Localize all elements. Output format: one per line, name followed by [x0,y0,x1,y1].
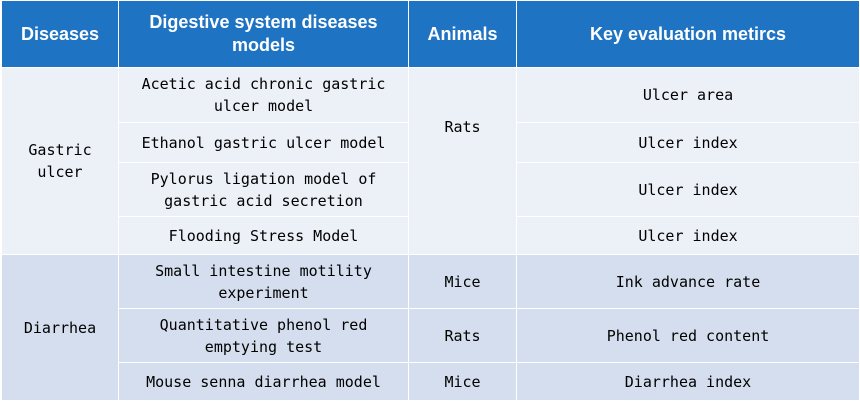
animal-cell: Mice [408,362,517,401]
table-row: Pylorus ligation model of gastric acid s… [2,162,860,217]
metric-cell: Phenol red content [516,308,860,363]
header-metrics: Key evaluation metircs [516,0,860,68]
table-row: Diarrhea Small intestine motility experi… [1,254,860,401]
header-diseases: Diseases [1,0,119,68]
metric-cell: Ulcer index [516,216,860,255]
animal-cell: Rats [408,308,517,363]
disease-label: Gastric ulcer [28,141,92,181]
disease-cell-gastric-ulcer: Gastric ulcer [1,67,119,255]
metric-cell: Ulcer index [516,162,860,217]
header-models: Digestive system diseases models [118,0,409,68]
header-row: Diseases Digestive system diseases model… [1,0,860,68]
model-cell: Quantitative phenol red emptying test [118,308,409,363]
table-row: Quantitative phenol red emptying test Ra… [2,308,860,363]
metric-cell: Ink advance rate [516,254,860,309]
table-row: Ethanol gastric ulcer model Ulcer index [2,122,860,163]
metric-cell: Diarrhea index [516,362,860,401]
metric-cell: Ulcer area [516,67,860,123]
model-cell: Mouse senna diarrhea model [118,362,409,401]
model-cell: Flooding Stress Model [118,216,409,255]
header-animals: Animals [408,0,517,68]
animal-cell: Rats [408,67,517,255]
model-cell: Ethanol gastric ulcer model [118,122,409,163]
model-cell: Pylorus ligation model of gastric acid s… [118,162,409,217]
table-row: Mouse senna diarrhea model Mice Diarrhea… [2,362,860,401]
animal-cell: Mice [408,254,517,309]
table-row: Gastric ulcer Acetic acid chronic gastri… [1,67,860,255]
model-cell: Small intestine motility experiment [118,254,409,309]
metric-cell: Ulcer index [516,122,860,163]
disease-cell-diarrhea: Diarrhea [1,254,119,401]
model-cell: Acetic acid chronic gastric ulcer model [118,67,409,123]
